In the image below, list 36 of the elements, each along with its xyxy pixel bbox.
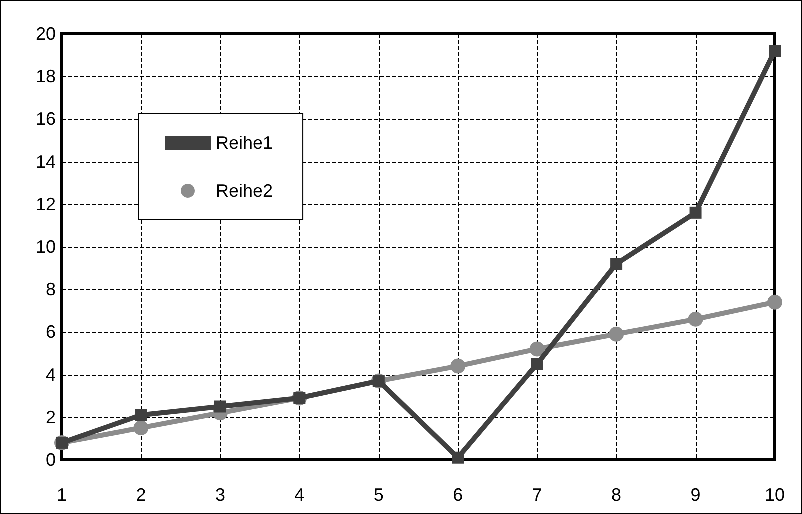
legend-label: Reihe1 (216, 133, 274, 153)
x-tick-label: 6 (453, 485, 464, 505)
y-tick-label: 18 (36, 66, 56, 87)
point (530, 342, 545, 357)
x-tick-label: 2 (136, 485, 146, 505)
x-tick-label: 3 (215, 485, 226, 505)
y-tick-label: 6 (46, 322, 56, 342)
x-tick-label: 1 (56, 485, 68, 505)
y-tick-label: 8 (46, 280, 56, 300)
point (769, 45, 781, 58)
point (688, 312, 704, 327)
y-tick-label: 12 (36, 194, 56, 214)
point (135, 409, 148, 422)
x-tick-label: 8 (612, 485, 622, 505)
point (609, 326, 624, 342)
point (134, 420, 149, 436)
y-tick-label: 20 (36, 24, 56, 44)
x-tick-label: 10 (764, 485, 786, 505)
y-tick-label: 2 (46, 407, 56, 428)
y-tick-label: 16 (36, 109, 56, 130)
y-tick-label: 4 (46, 364, 56, 385)
y-tick-label: 10 (36, 237, 56, 257)
point (531, 358, 544, 370)
point (450, 358, 466, 374)
point (610, 258, 623, 270)
point (690, 206, 702, 219)
point (768, 294, 782, 310)
y-tick-label: 14 (36, 152, 56, 172)
x-tick-label: 4 (294, 485, 305, 505)
point (214, 400, 226, 413)
x-tick-label: 7 (532, 485, 542, 505)
x-tick-label: 5 (374, 485, 384, 505)
point (452, 452, 464, 464)
legend-label: Reihe2 (216, 181, 274, 201)
y-tick-label: 0 (46, 450, 56, 470)
x-tick-label: 9 (690, 485, 701, 505)
